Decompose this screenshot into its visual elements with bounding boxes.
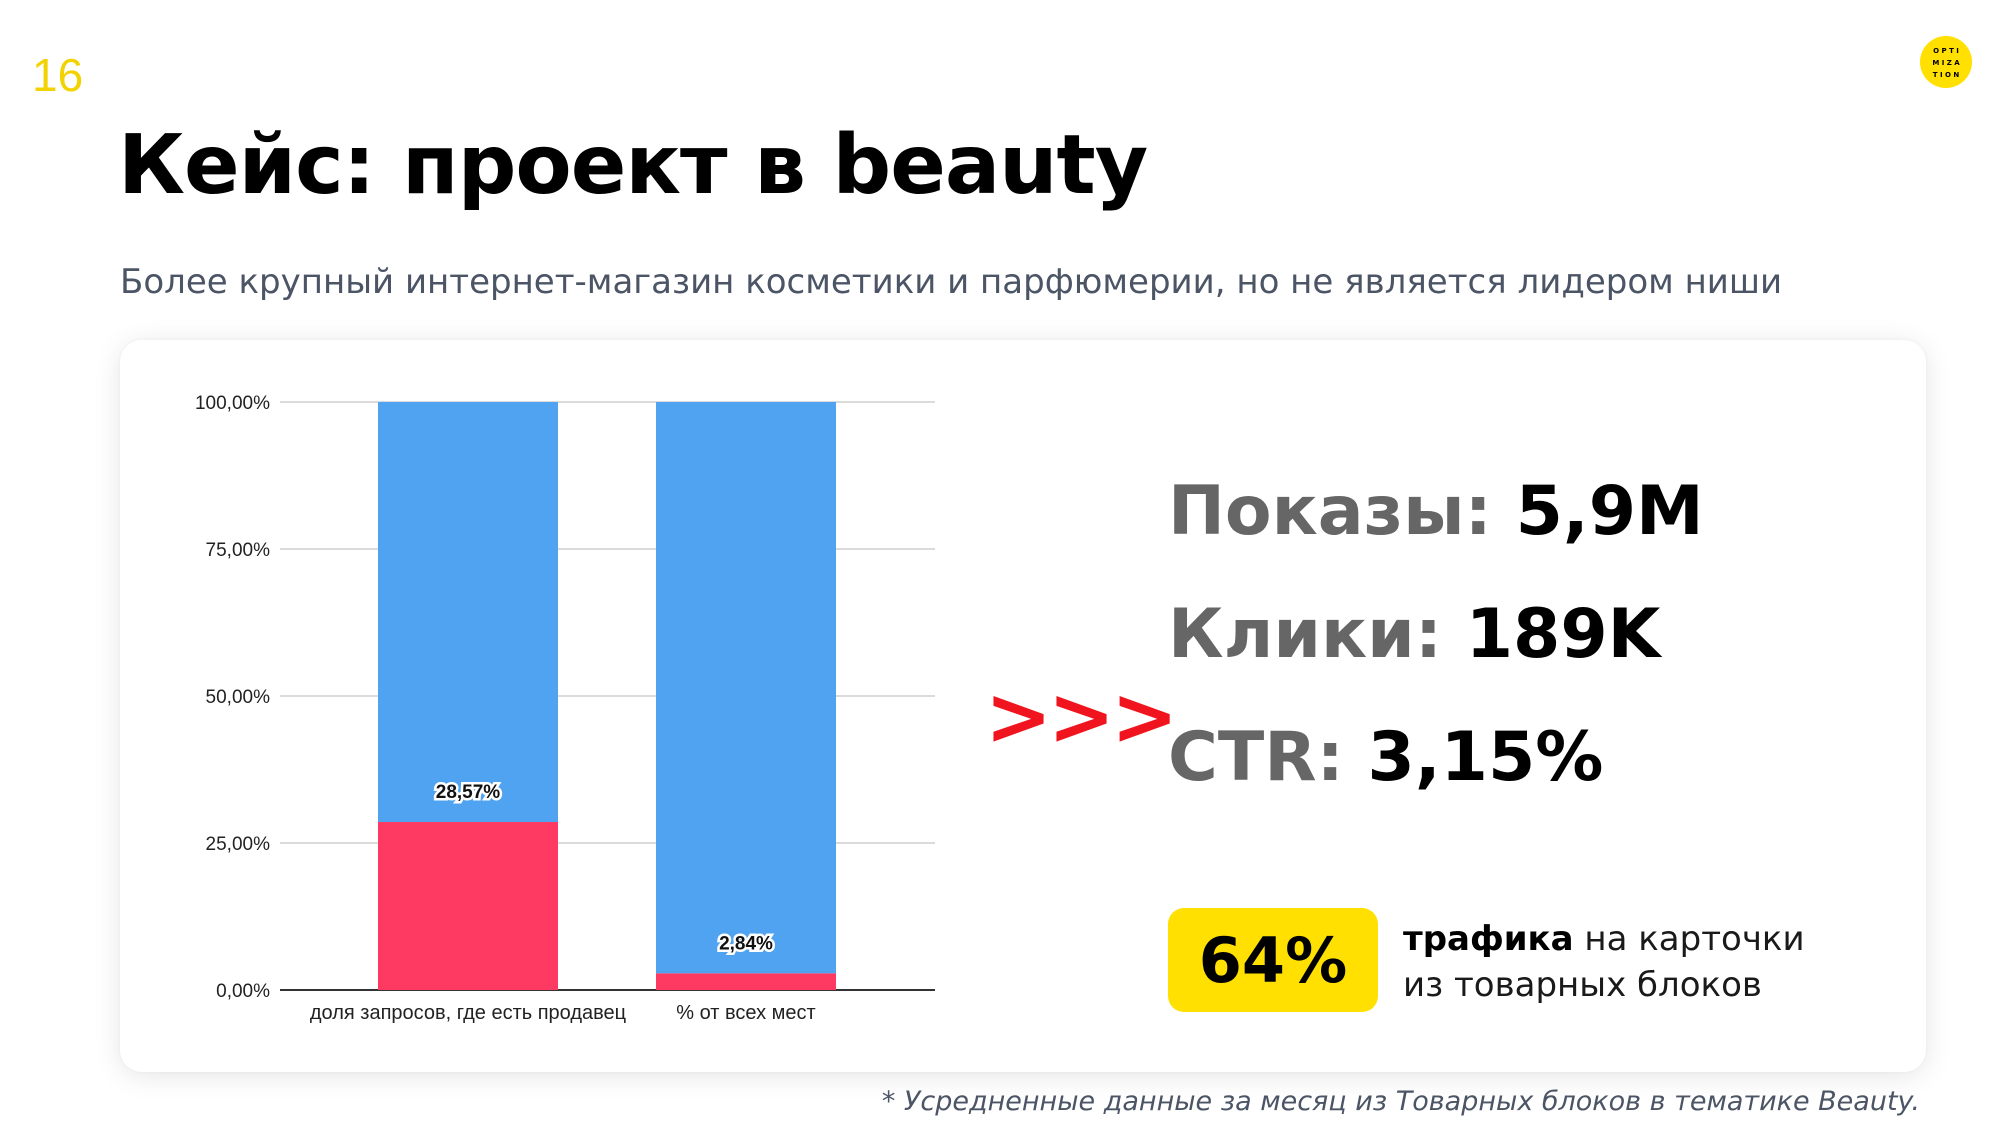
- bar-segment-rest: [378, 402, 558, 823]
- traffic-share-text: трафика на карточки из товарных блоков: [1403, 916, 1805, 1008]
- logo-line-3: T I O N: [1933, 71, 1960, 79]
- metric-ctr: CTR: 3,15%: [1168, 718, 1603, 797]
- metric-impressions-value: 5,9M: [1515, 472, 1704, 551]
- traffic-share-line2: из товарных блоков: [1403, 965, 1762, 1005]
- data-label: 28,57%: [436, 782, 501, 803]
- slide-number: 16: [32, 49, 84, 101]
- logo-line-2: M I Z A: [1932, 59, 1960, 67]
- metric-clicks: Клики: 189K: [1168, 595, 1660, 674]
- metric-clicks-label: Клики:: [1168, 595, 1443, 674]
- y-tick-label: 50,00%: [206, 687, 271, 708]
- traffic-share-bold: трафика: [1403, 919, 1574, 959]
- traffic-share-line1: на карточки: [1584, 919, 1805, 959]
- x-tick-label: % от всех мест: [676, 1002, 815, 1024]
- y-tick-label: 100,00%: [195, 393, 270, 414]
- traffic-share-badge: 64%: [1168, 908, 1378, 1012]
- metric-impressions: Показы: 5,9M: [1168, 472, 1704, 551]
- metric-clicks-value: 189K: [1465, 595, 1661, 674]
- metric-ctr-label: CTR:: [1168, 718, 1344, 797]
- arrows-indicator: >>>: [985, 670, 1178, 763]
- y-tick-label: 25,00%: [206, 834, 271, 855]
- bar-segment-seller: [656, 973, 836, 990]
- metric-impressions-label: Показы:: [1168, 472, 1492, 551]
- bar-segment-rest: [656, 402, 836, 974]
- footnote: * Усредненные данные за месяц из Товарны…: [881, 1086, 1920, 1117]
- y-tick-label: 0,00%: [216, 981, 270, 1002]
- bar-segment-seller: [378, 822, 558, 990]
- page-title: Кейс: проект в beauty: [118, 118, 1148, 213]
- y-tick-label: 75,00%: [206, 540, 271, 561]
- brand-logo: O P T I M I Z A T I O N: [1920, 36, 1972, 88]
- data-label: 2,84%: [719, 933, 773, 954]
- page-subtitle: Более крупный интернет-магазин косметики…: [120, 262, 1783, 302]
- logo-line-1: O P T I: [1933, 47, 1959, 55]
- x-tick-label: доля запросов, где есть продавец: [310, 1002, 626, 1024]
- metric-ctr-value: 3,15%: [1367, 718, 1604, 797]
